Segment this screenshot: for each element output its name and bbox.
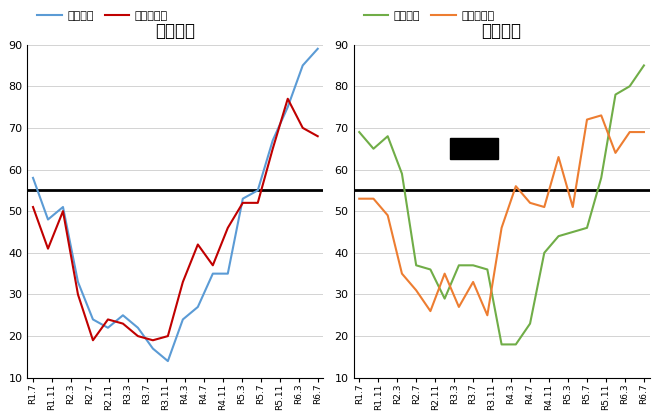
Title: 需給ＤＩ: 需給ＤＩ (155, 22, 195, 40)
Legend: 現状ＤＩ, 見通しＤＩ: 現状ＤＩ, 見通しＤＩ (359, 7, 499, 26)
Title: 価格ＤＩ: 価格ＤＩ (482, 22, 522, 40)
Bar (450, 138, 498, 159)
Legend: 現状ＤＩ, 見通しＤＩ: 現状ＤＩ, 見通しＤＩ (33, 7, 172, 26)
